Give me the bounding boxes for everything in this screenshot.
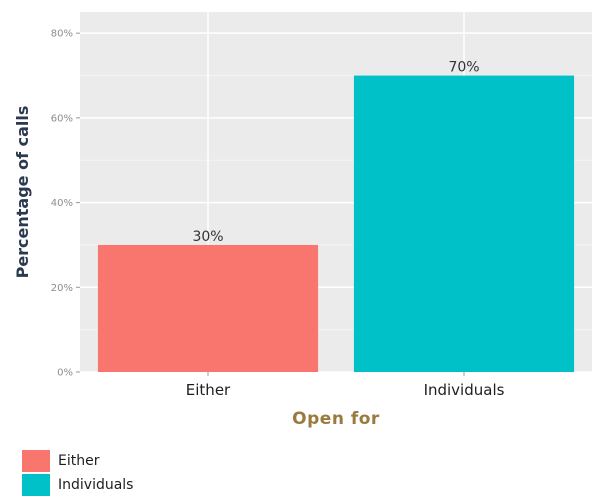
x-axis-label: Open for (292, 409, 380, 429)
bars (97, 75, 575, 372)
legend-label-individuals: Individuals (58, 477, 134, 493)
bar-individuals (353, 75, 575, 372)
data-label-individuals: 70% (448, 60, 479, 76)
x-tick-label-individuals: Individuals (424, 381, 505, 399)
y-axis-label: Percentage of calls (13, 106, 32, 279)
legend-label-either: Either (58, 453, 100, 469)
x-axis-ticks: Either Individuals (186, 372, 505, 399)
y-axis-ticks: 0% 20% 40% 60% 80% (51, 29, 80, 379)
y-tick-label: 80% (51, 29, 73, 40)
y-tick-label: 60% (51, 113, 73, 124)
legend-swatch-either (22, 450, 50, 472)
y-tick-label: 0% (57, 368, 73, 379)
y-tick-label: 20% (51, 283, 73, 294)
y-tick-label: 40% (51, 198, 73, 209)
legend-item-either: Either (22, 449, 133, 473)
x-tick-label-either: Either (186, 381, 231, 399)
data-labels: 30% 70% (192, 60, 479, 245)
legend-item-individuals: Individuals (22, 473, 133, 497)
data-label-either: 30% (192, 229, 223, 245)
bar-either (97, 244, 319, 372)
legend-swatch-individuals (22, 474, 50, 496)
legend: Either Individuals (22, 449, 133, 497)
